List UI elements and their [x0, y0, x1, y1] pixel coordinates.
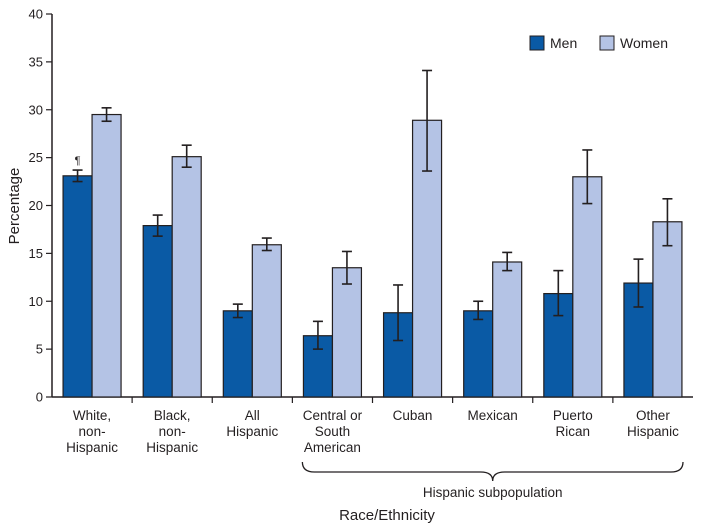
category-label: Puerto Rican [553, 408, 593, 439]
bar-women [331, 267, 363, 398]
legend-label-men: Men [550, 35, 577, 51]
category-label: All Hispanic [226, 408, 278, 439]
y-tick-label: 40 [29, 7, 43, 22]
plot-area: 0 5 10 15 20 25 30 35 40 White, non-Hispanic Black,… [29, 7, 693, 500]
category-label: Other Hispanic [627, 408, 679, 439]
bar-women [492, 261, 523, 398]
bar-women [652, 221, 683, 398]
category-label: Central or South American [303, 408, 363, 455]
y-tick-label: 30 [29, 102, 43, 117]
legend-swatch-women [599, 35, 615, 51]
y-tick-label: 25 [29, 150, 43, 165]
y-tick-label: 5 [36, 342, 43, 357]
bar-men [463, 310, 494, 398]
bar-men [222, 310, 253, 398]
bar-women [251, 244, 282, 398]
y-tick-label: 0 [36, 390, 43, 405]
y-axis-label: Percentage [6, 168, 23, 245]
bar-men [62, 175, 93, 398]
bar-women [171, 156, 202, 398]
bar-women [572, 176, 603, 398]
legend-swatch-men [529, 35, 545, 51]
bar-men [142, 225, 173, 398]
y-tick-label: 10 [29, 294, 43, 309]
y-tick-label: 20 [29, 198, 43, 213]
legend-label-women: Women [620, 35, 668, 51]
x-axis-label: Race/Ethnicity [339, 507, 435, 524]
y-tick-label: 15 [29, 246, 43, 261]
bar-women [91, 113, 122, 398]
footnote-marker: ¶ [75, 155, 81, 167]
y-tick-label: 35 [29, 54, 43, 69]
category-label: Black, non-Hispanic [146, 408, 198, 455]
category-label: Cuban [393, 408, 433, 423]
legend: Men Women [529, 35, 668, 51]
bracket-label: Hispanic subpopulation [423, 485, 563, 500]
subpopulation-bracket [301, 461, 684, 482]
category-label: Mexican [468, 408, 518, 423]
category-label: White, non-Hispanic [66, 408, 118, 455]
